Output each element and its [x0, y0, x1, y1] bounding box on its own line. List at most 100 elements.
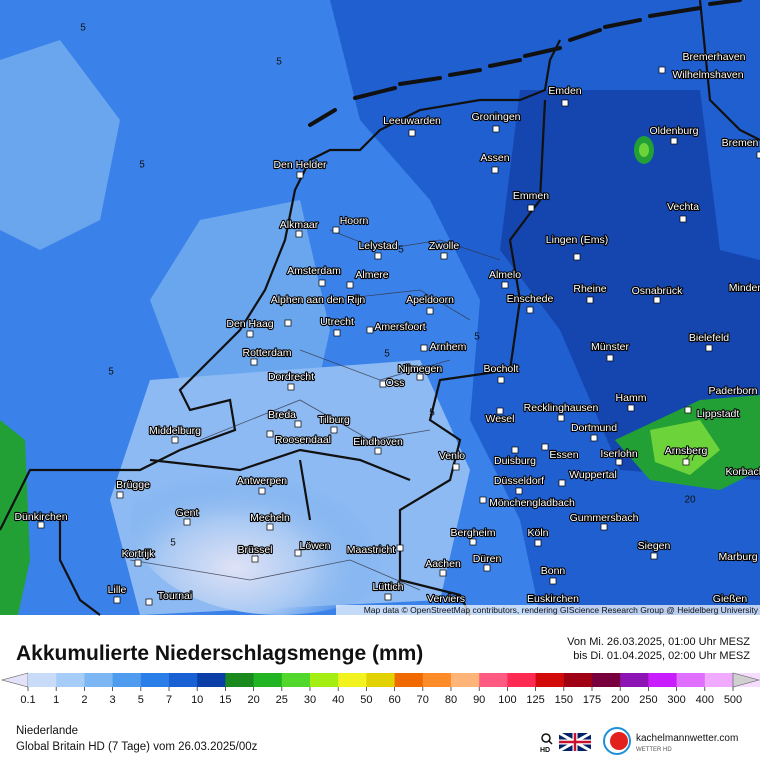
city-marker	[496, 407, 504, 415]
contour-label: 5	[80, 23, 86, 34]
brand-name[interactable]: kachelmannwetter.com	[636, 733, 738, 744]
legend-swatch	[253, 673, 283, 687]
city-label: Leeuwarden	[383, 115, 441, 127]
city-label: Dortmund	[571, 422, 617, 434]
city-marker	[420, 344, 428, 352]
city-marker	[527, 204, 535, 212]
legend-label: 70	[417, 694, 429, 706]
legend-label: 5	[138, 694, 144, 706]
city-label: Lüttich	[373, 581, 404, 593]
city-marker	[246, 330, 254, 338]
contour-label: 5	[276, 57, 282, 68]
rain-zone	[0, 420, 30, 615]
city-label: Euskirchen	[527, 593, 579, 605]
city-label: Nijmegen	[398, 363, 443, 375]
city-marker	[526, 306, 534, 314]
hd-label[interactable]: HD	[540, 747, 550, 754]
city-marker	[145, 598, 153, 606]
map-area: 5 5 5 5 5 5 5 5 5 27 20 Bremerhaven Emden Leeuwarden…	[0, 0, 760, 616]
legend-swatch	[112, 673, 142, 687]
city-label: Tilburg	[318, 414, 350, 426]
city-label: Tournai	[158, 590, 192, 602]
legend-swatch	[197, 673, 226, 687]
city-label: Emmen	[513, 190, 549, 202]
city-label: Lippstadt	[697, 408, 740, 420]
legend-label: 500	[724, 694, 742, 706]
city-marker	[682, 458, 690, 466]
city-label: Emden	[548, 85, 581, 97]
city-label: Groningen	[471, 111, 520, 123]
legend-label: 10	[191, 694, 203, 706]
city-label: Den Helder	[273, 159, 327, 171]
city-label: Antwerpen	[237, 475, 287, 487]
city-label: Wesel	[486, 413, 515, 425]
legend-swatch	[56, 673, 85, 687]
search-hd[interactable]: HD	[540, 733, 553, 754]
city-marker	[251, 555, 259, 563]
city-marker	[440, 252, 448, 260]
city-label: Osnabrück	[632, 285, 684, 297]
city-marker	[534, 539, 542, 547]
contour-label: 5	[384, 349, 390, 360]
city-label: Breda	[268, 409, 296, 421]
city-marker	[590, 434, 598, 442]
city-marker	[416, 373, 424, 381]
brand[interactable]: kachelmannwetter.com WETTER HD	[603, 727, 738, 755]
legend-label: 150	[555, 694, 573, 706]
city-label: Den Haag	[226, 318, 273, 330]
legend-label: 400	[696, 694, 714, 706]
city-marker	[366, 326, 374, 334]
language-flag[interactable]	[558, 731, 592, 753]
city-label: Dordrecht	[268, 371, 314, 383]
legend-swatch	[338, 673, 367, 687]
brand-logo[interactable]	[610, 732, 628, 750]
legend-swatch	[394, 673, 424, 687]
city-label: Arnsberg	[665, 445, 708, 457]
city-label: Roosendaal	[275, 434, 331, 446]
brand-sub[interactable]: WETTER HD	[636, 747, 672, 753]
city-marker	[497, 376, 505, 384]
city-label: Assen	[480, 152, 509, 164]
city-marker	[295, 230, 303, 238]
city-marker	[318, 279, 326, 287]
city-marker	[756, 151, 760, 159]
rain-zone	[0, 40, 120, 250]
legend-swatch	[563, 673, 593, 687]
legend-arrow	[732, 672, 760, 688]
city-marker	[266, 430, 274, 438]
city-label: Rotterdam	[242, 347, 291, 359]
city-marker	[557, 414, 565, 422]
legend-label: 1	[53, 694, 59, 706]
city-marker	[586, 296, 594, 304]
legend-label: 80	[445, 694, 457, 706]
city-marker	[670, 137, 678, 145]
city-label: Essen	[549, 449, 578, 461]
legend-label: 3	[110, 694, 116, 706]
search-icon[interactable]	[548, 740, 553, 745]
city-label: Siegen	[638, 540, 671, 552]
city-label: Alphen aan den Rijn	[271, 294, 366, 306]
flag[interactable]	[559, 733, 591, 751]
search-icon[interactable]	[541, 733, 551, 743]
city-marker	[294, 420, 302, 428]
city-marker	[116, 491, 124, 499]
city-marker	[396, 544, 404, 552]
city-label: Paderborn	[708, 385, 757, 397]
legend-swatch	[140, 673, 170, 687]
rain-zone	[130, 425, 430, 615]
rain-zone	[650, 420, 720, 475]
legend-swatch	[704, 673, 734, 687]
legend-label: 125	[526, 694, 544, 706]
city-label: Lingen (Ems)	[546, 234, 608, 246]
city-label: Maastricht	[347, 544, 396, 556]
city-marker	[296, 171, 304, 179]
city-label: Zwolle	[429, 240, 460, 252]
contour-label: 5	[139, 160, 145, 171]
city-marker	[37, 521, 45, 529]
city-marker	[658, 66, 666, 74]
city-label: Apeldoorn	[406, 294, 454, 306]
city-label: Eindhoven	[353, 436, 403, 448]
contour-label: 5	[474, 332, 480, 343]
city-label: Bonn	[541, 565, 566, 577]
